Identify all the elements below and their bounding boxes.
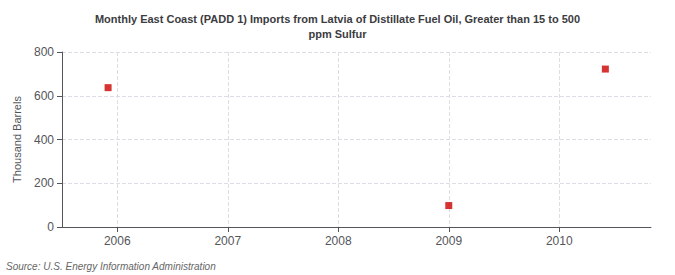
svg-text:2009: 2009	[435, 234, 462, 248]
svg-text:ppm Sulfur: ppm Sulfur	[308, 28, 367, 40]
svg-text:2006: 2006	[104, 234, 131, 248]
svg-text:2007: 2007	[214, 234, 241, 248]
svg-text:Monthly East Coast (PADD 1) Im: Monthly East Coast (PADD 1) Imports from…	[95, 13, 580, 25]
svg-text:800: 800	[34, 45, 54, 59]
svg-text:2008: 2008	[325, 234, 352, 248]
svg-text:0: 0	[47, 220, 54, 234]
svg-text:2010: 2010	[546, 234, 573, 248]
svg-text:Thousand Barrels: Thousand Barrels	[11, 96, 23, 183]
svg-text:600: 600	[34, 89, 54, 103]
svg-text:400: 400	[34, 133, 54, 147]
svg-text:200: 200	[34, 176, 54, 190]
svg-text:Source: U.S. Energy Informatio: Source: U.S. Energy Information Administ…	[6, 261, 216, 272]
